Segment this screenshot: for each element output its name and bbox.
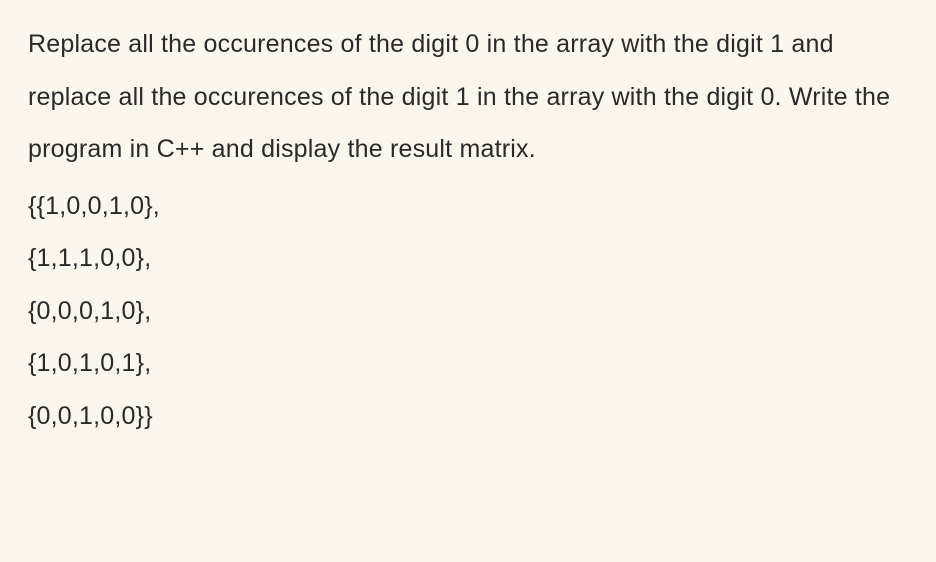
matrix-row-2: {0,0,0,1,0}, xyxy=(28,285,908,338)
matrix-row-1: {1,1,1,0,0}, xyxy=(28,232,908,285)
matrix-row-4: {0,0,1,0,0}} xyxy=(28,390,908,443)
document-content: Replace all the occurences of the digit … xyxy=(28,18,908,442)
matrix-row-3: {1,0,1,0,1}, xyxy=(28,337,908,390)
problem-statement: Replace all the occurences of the digit … xyxy=(28,18,908,176)
matrix-row-0: {{1,0,0,1,0}, xyxy=(28,180,908,233)
